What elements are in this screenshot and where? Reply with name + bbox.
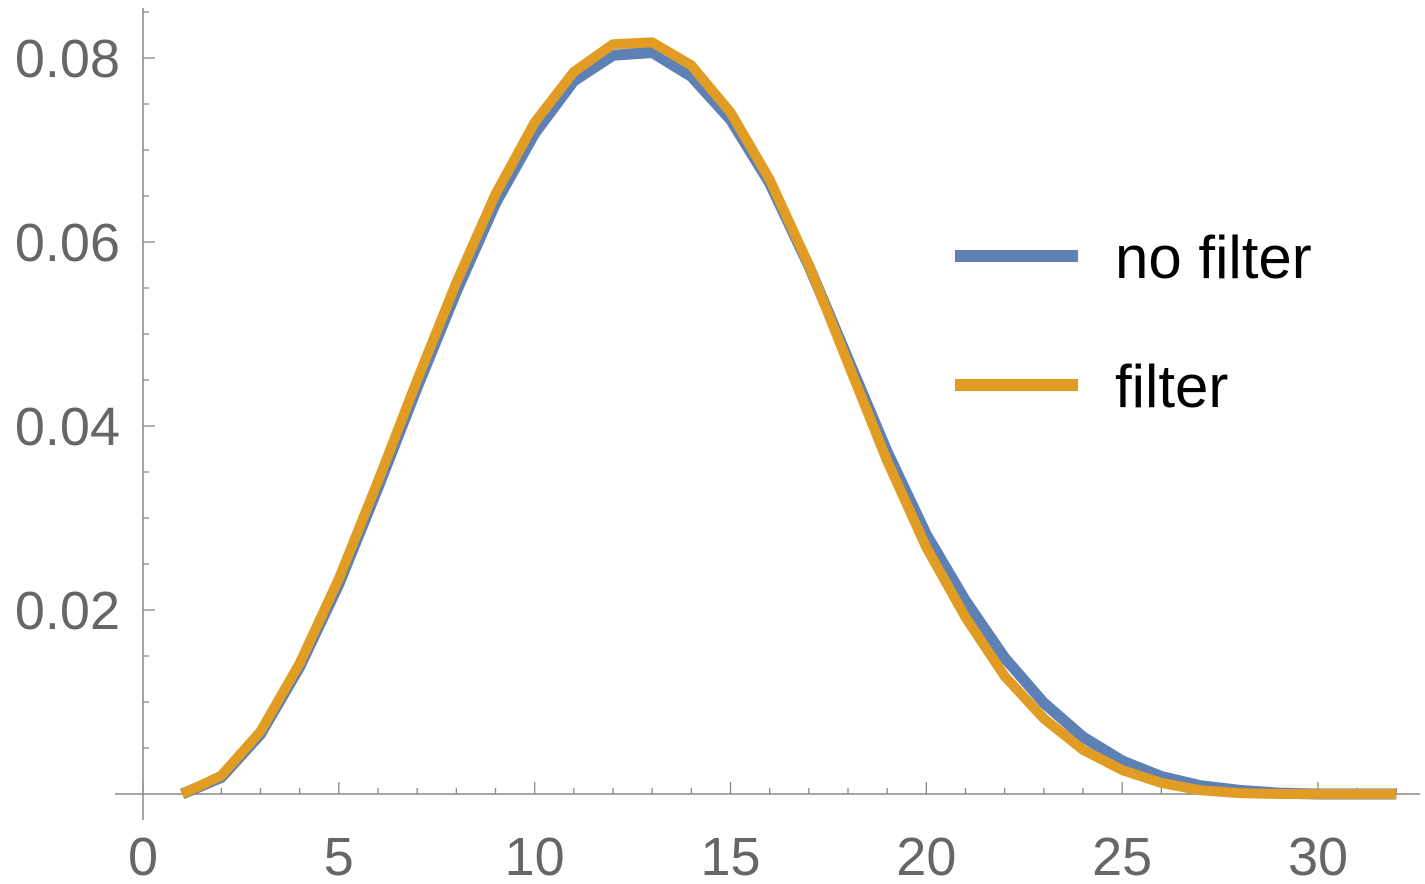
- series-line-filter: [180, 37, 1397, 799]
- legend-label: no filter: [1115, 224, 1312, 291]
- series-line-no-filter: [180, 46, 1397, 800]
- x-tick-label: 0: [128, 827, 158, 884]
- legend: no filter filter: [955, 224, 1312, 420]
- y-tick-label: 0.04: [15, 397, 120, 457]
- x-tick-label: 5: [324, 827, 354, 884]
- x-tick-label: 20: [896, 827, 956, 884]
- y-tick-label: 0.06: [15, 213, 120, 273]
- x-tick-label: 15: [700, 827, 760, 884]
- series-layer: [180, 37, 1397, 800]
- y-tick-label: 0.02: [15, 581, 120, 641]
- x-tick-label: 10: [505, 827, 565, 884]
- axes: 0 5 10 15 20 25 30 0.02 0.04 0.06 0.08: [15, 8, 1420, 884]
- x-tick-label: 25: [1092, 827, 1152, 884]
- x-tick-label: 30: [1288, 827, 1348, 884]
- y-tick-label: 0.08: [15, 29, 120, 89]
- legend-label: filter: [1115, 353, 1228, 420]
